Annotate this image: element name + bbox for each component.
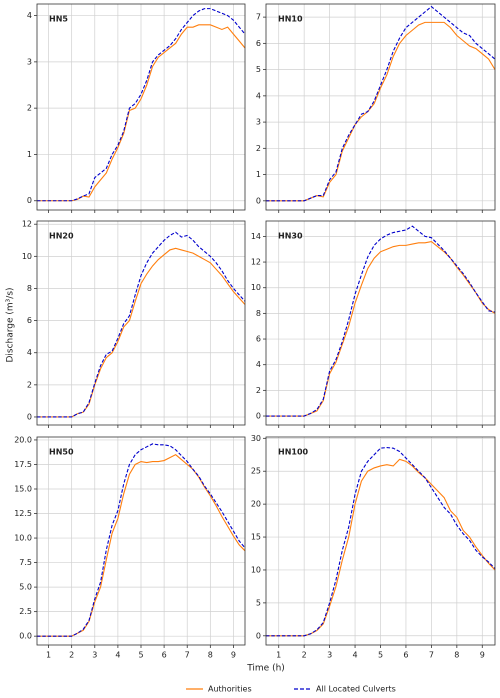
y-tick-label: 14 <box>251 232 261 241</box>
y-tick-label: 6 <box>27 316 32 325</box>
y-tick-label: 2.5 <box>19 607 32 616</box>
y-tick-label: 6 <box>256 335 261 344</box>
x-tick-label: 4 <box>353 651 358 660</box>
y-tick-label: 10 <box>251 565 261 574</box>
y-tick-label: 10.0 <box>14 534 32 543</box>
y-tick-label: 0 <box>27 196 32 205</box>
series-line <box>266 446 496 637</box>
y-tick-label: 6 <box>256 39 261 48</box>
y-tick-label: 4 <box>256 91 261 100</box>
y-tick-label: 10 <box>22 252 32 261</box>
y-axis-label: Discharge (m³/s) <box>6 287 16 362</box>
y-tick-label: 5 <box>256 598 261 607</box>
y-tick-label: 2 <box>256 386 261 395</box>
x-tick-label: 7 <box>429 651 434 660</box>
x-tick-label: 5 <box>138 651 143 660</box>
y-tick-label: 4 <box>27 348 32 357</box>
x-axis-label: Time (h) <box>246 664 285 674</box>
x-tick-label: 6 <box>403 651 408 660</box>
y-tick-label: 4 <box>256 360 261 369</box>
y-tick-label: 30 <box>251 434 261 443</box>
y-tick-label: 5 <box>256 65 261 74</box>
subplot-title: HN5 <box>49 15 68 24</box>
y-tick-label: 0 <box>256 196 261 205</box>
y-tick-label: 20 <box>251 500 261 509</box>
y-tick-label: 0 <box>256 631 261 640</box>
subplot: 0 2 4 6 8 10 12 14 HN30 <box>251 220 496 428</box>
y-tick-label: 0 <box>256 412 261 421</box>
subplot-title: HN30 <box>278 232 303 241</box>
y-tick-label: 5.0 <box>19 583 32 592</box>
x-tick-label: 8 <box>208 651 213 660</box>
subplot: 0 2 4 6 8 10 12 HN20 <box>22 220 246 428</box>
subplot-title: HN100 <box>278 448 309 457</box>
x-tick-label: 5 <box>378 651 383 660</box>
plot-frame <box>265 436 496 646</box>
legend: Authorities All Located Culverts <box>186 685 396 694</box>
subplot: 0 1 2 3 4 5 6 7 HN10 <box>256 3 496 213</box>
x-tick-label: 2 <box>69 651 74 660</box>
x-tick-label: 7 <box>185 651 190 660</box>
y-tick-label: 1 <box>27 150 32 159</box>
y-tick-label: 17.5 <box>14 460 32 469</box>
x-tick-label: 3 <box>327 651 332 660</box>
y-tick-label: 2 <box>27 380 32 389</box>
y-tick-label: 2 <box>27 104 32 113</box>
y-tick-label: 1 <box>256 170 261 179</box>
series-line <box>37 443 246 637</box>
y-tick-label: 8 <box>256 309 261 318</box>
subplot-title: HN50 <box>49 448 74 457</box>
y-tick-label: 7 <box>256 13 261 22</box>
y-tick-label: 3 <box>27 57 32 66</box>
y-tick-label: 4 <box>27 11 32 20</box>
y-tick-label: 8 <box>27 284 32 293</box>
subplot-title: HN20 <box>49 232 74 241</box>
y-tick-label: 25 <box>251 467 261 476</box>
x-tick-label: 8 <box>454 651 459 660</box>
series-line <box>266 225 496 417</box>
y-tick-label: 15.0 <box>14 485 32 494</box>
plot-frame <box>36 436 246 646</box>
subplot-title: HN10 <box>278 15 303 24</box>
subplot: 1 2 3 4 5 6 7 8 9 0.0 2.5 5.0 7.5 10.0 12.5 15.0 17.5 20.… <box>14 435 246 660</box>
legend-label: Authorities <box>208 685 252 694</box>
x-tick-label: 4 <box>115 651 120 660</box>
subplot: 0 1 2 3 4 HN5 <box>27 3 246 213</box>
plot-frame <box>36 3 246 211</box>
x-tick-label: 1 <box>46 651 51 660</box>
series-line <box>37 231 246 418</box>
legend-label: All Located Culverts <box>316 685 396 694</box>
x-tick-label: 3 <box>92 651 97 660</box>
series-line <box>266 5 496 202</box>
x-tick-label: 9 <box>231 651 236 660</box>
y-tick-label: 2 <box>256 144 261 153</box>
plot-frame <box>36 220 246 426</box>
y-tick-label: 12 <box>22 220 32 229</box>
plot-frame <box>265 3 496 211</box>
subplot: 1 2 3 4 5 6 7 8 9 0 5 10 15 20 25 30 HN100 <box>251 434 496 660</box>
y-tick-label: 0 <box>27 412 32 421</box>
y-tick-label: 10 <box>251 283 261 292</box>
y-tick-label: 7.5 <box>19 558 32 567</box>
plot-frame <box>265 220 496 426</box>
x-tick-label: 1 <box>276 651 281 660</box>
y-tick-label: 20.0 <box>14 435 32 444</box>
x-tick-label: 6 <box>162 651 167 660</box>
series-line <box>37 8 246 202</box>
y-tick-label: 3 <box>256 118 261 127</box>
x-tick-label: 9 <box>480 651 485 660</box>
x-tick-label: 2 <box>302 651 307 660</box>
y-tick-label: 12.5 <box>14 509 32 518</box>
y-tick-label: 15 <box>251 533 261 542</box>
y-tick-label: 0.0 <box>19 632 32 641</box>
y-tick-label: 12 <box>251 258 261 267</box>
